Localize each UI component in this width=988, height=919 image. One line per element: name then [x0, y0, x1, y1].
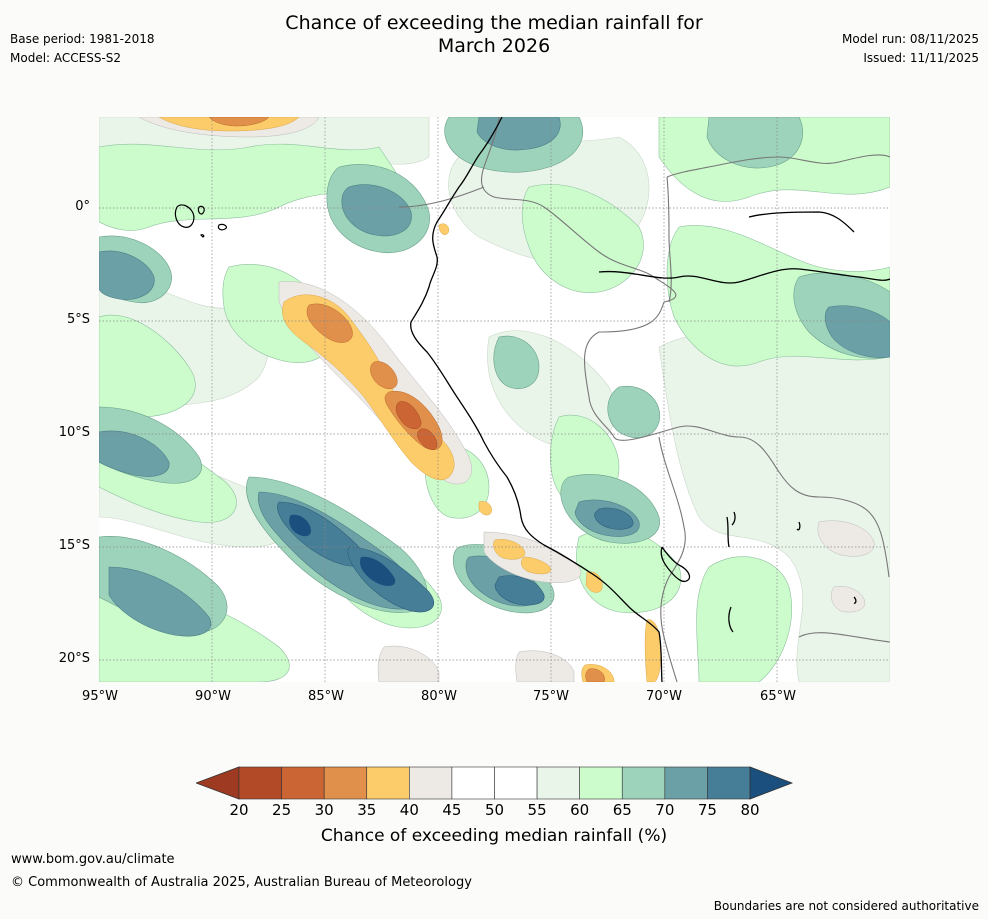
- colorbar-tick-label: 75: [697, 801, 717, 819]
- base-period-text: Base period: 1981-2018: [10, 32, 155, 46]
- colorbar-tick-label: 60: [570, 801, 590, 819]
- colorbar-arrow-high: [749, 766, 794, 800]
- colorbar-tick-label: 50: [484, 801, 505, 819]
- colorbar-cell: [621, 766, 666, 800]
- lon-label-70w: 70°W: [646, 689, 682, 704]
- footer-url-text: www.bom.gov.au/climate: [11, 852, 175, 867]
- colorbar-cell: [664, 766, 708, 800]
- colorbar-cell: [579, 766, 623, 800]
- colorbar-cell: [451, 766, 495, 800]
- map-svg: [99, 117, 890, 682]
- graticule: [99, 117, 890, 682]
- colorbar-title: Chance of exceeding median rainfall (%): [320, 826, 668, 846]
- coastline: [410, 117, 890, 682]
- lon-label-65w: 65°W: [760, 689, 796, 704]
- lon-label-95w: 95°W: [82, 689, 118, 704]
- colorbar-svg: [194, 766, 794, 800]
- galapagos-islands: [174, 204, 228, 238]
- colorbar-cell: [536, 766, 580, 800]
- colorbar: [194, 765, 794, 801]
- model-name-text: Model: ACCESS-S2: [10, 51, 122, 65]
- colorbar-tick-label: 65: [612, 801, 632, 819]
- colorbar-tick-label: 20: [229, 801, 249, 819]
- colorbar-cell: [494, 766, 538, 800]
- lat-label-0: 0°: [75, 199, 90, 214]
- colorbar-tick-label: 70: [655, 801, 675, 819]
- colorbar-tick-label: 35: [357, 801, 377, 819]
- colorbar-tick-label: 40: [399, 801, 419, 819]
- boundaries-note: Boundaries are not considered authoritat…: [713, 899, 979, 913]
- colorbar-arrow-low: [194, 766, 240, 800]
- colorbar-cell: [281, 766, 325, 800]
- colorbar-cell: [323, 766, 368, 800]
- lat-label-5s: 5°S: [66, 312, 90, 327]
- country-borders: [398, 117, 890, 682]
- lon-label-75w: 75°W: [533, 689, 569, 704]
- lat-label-15s: 15°S: [58, 538, 90, 553]
- lon-label-85w: 85°W: [308, 689, 344, 704]
- model-run-text: Model run: 08/11/2025: [841, 32, 979, 46]
- colorbar-cell: [238, 766, 282, 800]
- colorbar-cell: [366, 766, 410, 800]
- lat-label-10s: 10°S: [58, 425, 90, 440]
- colorbar-tick-label: 55: [527, 801, 547, 819]
- colorbar-cell: [409, 766, 453, 800]
- rainfall-probability-map: [99, 117, 890, 682]
- lat-label-20s: 20°S: [58, 651, 90, 666]
- colorbar-cells: [238, 766, 751, 800]
- lon-label-90w: 90°W: [195, 689, 231, 704]
- map-title: Chance of exceeding the median rainfall …: [0, 12, 988, 58]
- map-title-line2: March 2026: [437, 35, 551, 57]
- colorbar-tick-label: 25: [272, 801, 292, 819]
- issued-date-text: Issued: 11/11/2025: [863, 51, 979, 65]
- colorbar-tick-label: 45: [442, 801, 462, 819]
- map-title-line1: Chance of exceeding the median rainfall …: [285, 12, 703, 34]
- probability-above-80-zones: [289, 514, 396, 587]
- colorbar-cell: [707, 766, 751, 800]
- colorbar-tick-label: 30: [314, 801, 334, 819]
- colorbar-tick-label: 80: [740, 801, 760, 819]
- copyright-text: © Commonwealth of Australia 2025, Austra…: [11, 875, 472, 890]
- lon-label-80w: 80°W: [421, 689, 457, 704]
